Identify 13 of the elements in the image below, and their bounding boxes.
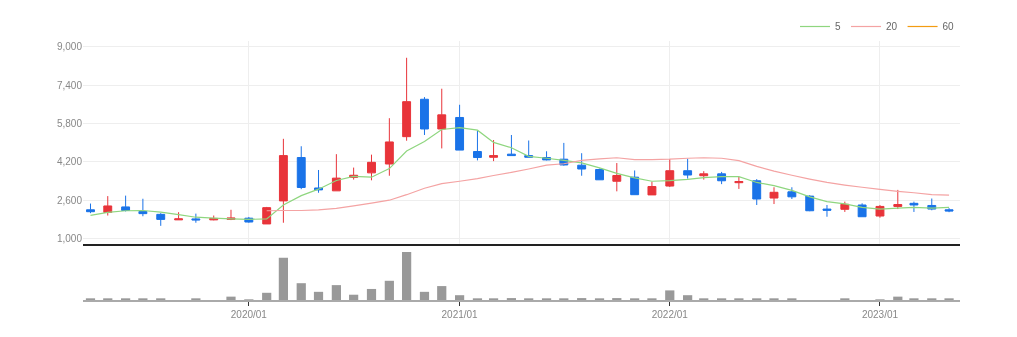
x-tick-label: 2020/01 (230, 309, 268, 320)
x-tick-label: 2022/01 (651, 309, 689, 320)
legend-label: 60 (942, 21, 955, 33)
y-tick-label: 9,000 (56, 41, 83, 53)
y-tick-label: 7,400 (56, 79, 83, 91)
legend-label: 20 (886, 21, 898, 33)
y-tick-label: 2,600 (56, 194, 83, 206)
legend-label: 5 (835, 21, 841, 33)
y-tick-label: 1,000 (56, 233, 83, 245)
x-tick-label: 2023/01 (861, 309, 899, 320)
y-tick-label: 5,800 (56, 117, 83, 129)
x-tick-label: 2021/01 (441, 309, 479, 320)
y-tick-label: 4,200 (56, 156, 83, 168)
